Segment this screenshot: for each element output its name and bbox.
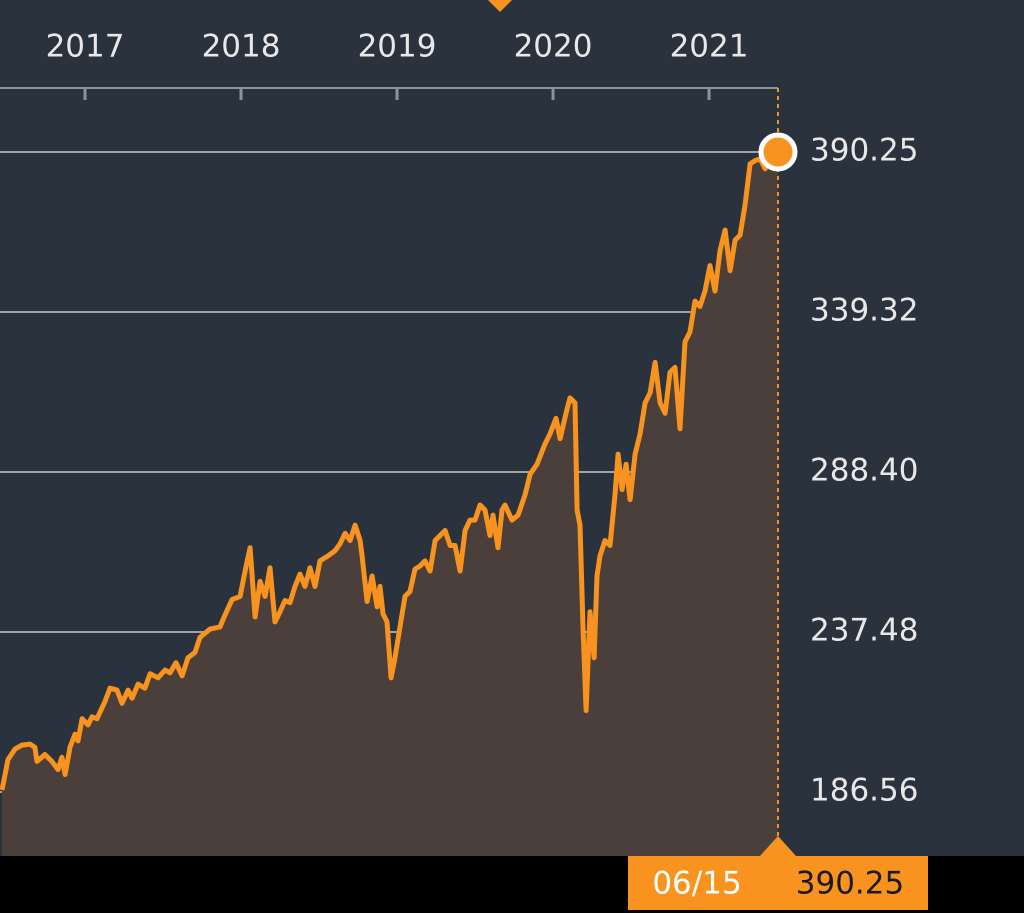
y-tick-label: 186.56 (810, 772, 918, 808)
value-badge (628, 836, 928, 910)
last-date: 06/15 (652, 866, 741, 902)
last-value: 390.25 (796, 866, 904, 902)
cursor-indicator (488, 0, 512, 12)
y-tick-label: 339.32 (810, 293, 918, 329)
y-tick-label: 288.40 (810, 453, 918, 489)
x-tick-label: 2018 (202, 29, 281, 65)
y-tick-label: 390.25 (810, 133, 918, 169)
plot (0, 88, 798, 856)
last-point (758, 132, 798, 172)
x-tick-label: 2017 (46, 29, 125, 65)
x-tick-label: 2020 (514, 29, 593, 65)
grid: 2017 2018 2019 2020 2021 186.56 237.48 288.40 33… (0, 29, 918, 808)
y-tick-label: 237.48 (810, 613, 918, 649)
x-tick-label: 2021 (670, 29, 749, 65)
x-tick-label: 2019 (358, 29, 437, 65)
line (0, 150, 780, 791)
